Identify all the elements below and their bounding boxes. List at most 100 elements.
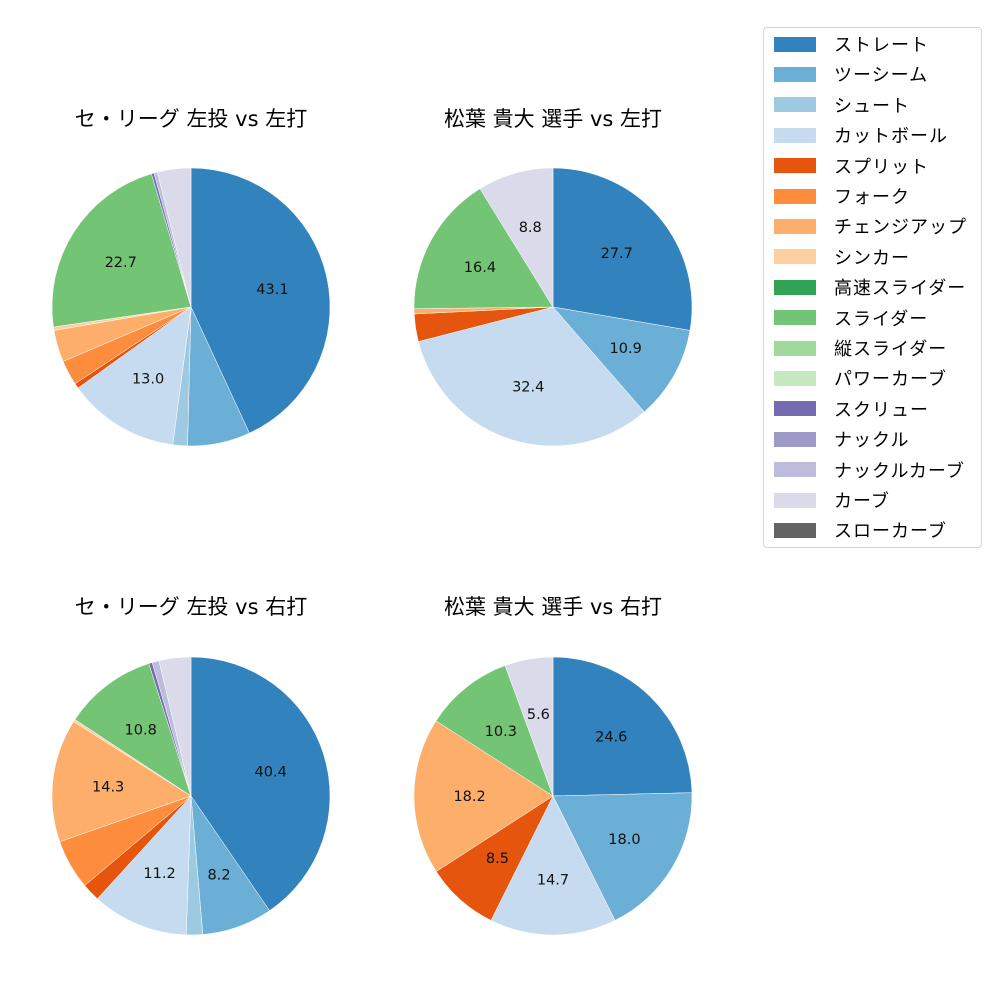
legend-label: ナックルカーブ (834, 460, 965, 482)
pie-slice (158, 656, 192, 797)
legend-item: スローカーブ (770, 515, 947, 545)
legend-label: ストレート (834, 35, 929, 56)
legend-item: ストレート (770, 29, 929, 59)
legend-swatch (774, 401, 816, 417)
slice-value-label: 11.2 (143, 866, 175, 882)
legend-swatch (774, 492, 816, 508)
slice-value-label: 16.4 (464, 260, 496, 276)
legend-label: フォーク (834, 187, 910, 208)
legend-label: カットボール (834, 126, 948, 148)
legend-item: ナックルカーブ (770, 455, 965, 485)
legend-swatch (774, 188, 816, 204)
legend-swatch (774, 462, 816, 478)
slice-value-label: 8.5 (486, 851, 509, 867)
legend-item: 高速スライダー (770, 272, 966, 302)
pie-slice (97, 795, 192, 936)
slice-value-label: 14.7 (537, 872, 569, 888)
slice-value-label: 5.6 (527, 707, 550, 723)
legend-item: カットボール (770, 120, 948, 150)
slice-value-label: 14.3 (92, 779, 124, 795)
legend-label: 縦スライダー (834, 339, 948, 360)
pie-slice (51, 173, 192, 328)
slice-value-label: 27.7 (601, 246, 633, 262)
legend: ストレートツーシームシュートカットボール スプリットフォークチェンジアップ シンカー… (763, 27, 982, 548)
legend-label: スライダー (834, 308, 929, 330)
legend-item: カーブ (770, 485, 890, 515)
slice-value-label: 18.2 (453, 789, 485, 805)
chart-title-league-vs-right: セ・リーグ 左投 vs 右打 (74, 595, 308, 619)
slice-value-label: 32.4 (512, 380, 544, 396)
pie-slice (504, 656, 554, 797)
legend-swatch (774, 158, 816, 174)
slice-value-label: 8.8 (519, 220, 542, 236)
legend-label: スクリュー (834, 399, 929, 421)
pie-slice (552, 656, 693, 797)
pie-slice (552, 167, 693, 331)
pie-slice (490, 795, 616, 936)
legend-swatch (774, 97, 816, 113)
legend-swatch (774, 340, 816, 356)
slice-value-label: 10.3 (485, 724, 517, 740)
chart-title-player-vs-right: 松葉 貴大 選手 vs 右打 (443, 595, 663, 619)
legend-item: シンカー (770, 242, 910, 272)
legend-label: ツーシーム (834, 65, 929, 87)
legend-swatch (774, 370, 816, 386)
pie-slice (413, 720, 554, 872)
legend-swatch (774, 66, 816, 82)
slice-value-label: 24.6 (595, 729, 627, 745)
pie-slice (156, 167, 192, 308)
pie-slice (435, 665, 554, 797)
legend-label: スローカーブ (834, 521, 947, 543)
slice-value-label: 10.8 (125, 722, 157, 738)
legend-item: ツーシーム (770, 59, 928, 89)
legend-label: カーブ (834, 491, 890, 512)
legend-swatch (774, 522, 816, 538)
legend-label: 高速スライダー (834, 278, 967, 300)
chart-title-league-vs-left: セ・リーグ 左投 vs 左打 (74, 107, 308, 131)
legend-item: シュート (770, 90, 910, 120)
pie-slice (74, 663, 192, 797)
legend-item: 縦スライダー (770, 333, 947, 363)
pie-slice (479, 167, 554, 308)
legend-swatch (774, 249, 816, 265)
legend-label: シュート (834, 95, 910, 117)
chart-title-player-vs-left: 松葉 貴大 選手 vs 左打 (443, 107, 663, 131)
legend-swatch (774, 218, 816, 234)
pie-slice (418, 306, 645, 447)
legend-item: スクリュー (770, 394, 929, 424)
legend-item: チェンジアップ (770, 211, 967, 241)
slice-value-label: 10.9 (610, 341, 642, 357)
legend-label: パワーカーブ (834, 369, 947, 391)
slice-value-label: 40.4 (255, 764, 287, 780)
legend-label: ナックル (834, 430, 910, 452)
slice-value-label: 22.7 (105, 255, 137, 271)
slice-value-label: 8.2 (207, 868, 230, 884)
legend-item: スライダー (770, 303, 928, 333)
legend-swatch (774, 279, 816, 295)
legend-item: パワーカーブ (770, 363, 947, 393)
legend-label: スプリット (834, 156, 929, 178)
slice-value-label: 18.0 (608, 832, 640, 848)
legend-label: チェンジアップ (834, 217, 967, 239)
legend-item: フォーク (770, 181, 910, 211)
legend-label: シンカー (834, 247, 910, 269)
legend-swatch (774, 127, 816, 143)
legend-swatch (774, 431, 816, 447)
pie-slice (190, 167, 331, 434)
legend-swatch (774, 310, 816, 326)
pie-slice (413, 188, 554, 310)
pie-slice (190, 656, 331, 912)
slice-value-label: 13.0 (132, 372, 164, 388)
pie-slice (51, 721, 192, 843)
pie-slice (552, 306, 691, 413)
legend-item: スプリット (770, 151, 929, 181)
pie-slice (77, 306, 192, 446)
pie-slice (552, 792, 693, 921)
legend-swatch (774, 36, 816, 52)
slice-value-label: 43.1 (256, 282, 288, 298)
legend-item: ナックル (770, 424, 909, 454)
